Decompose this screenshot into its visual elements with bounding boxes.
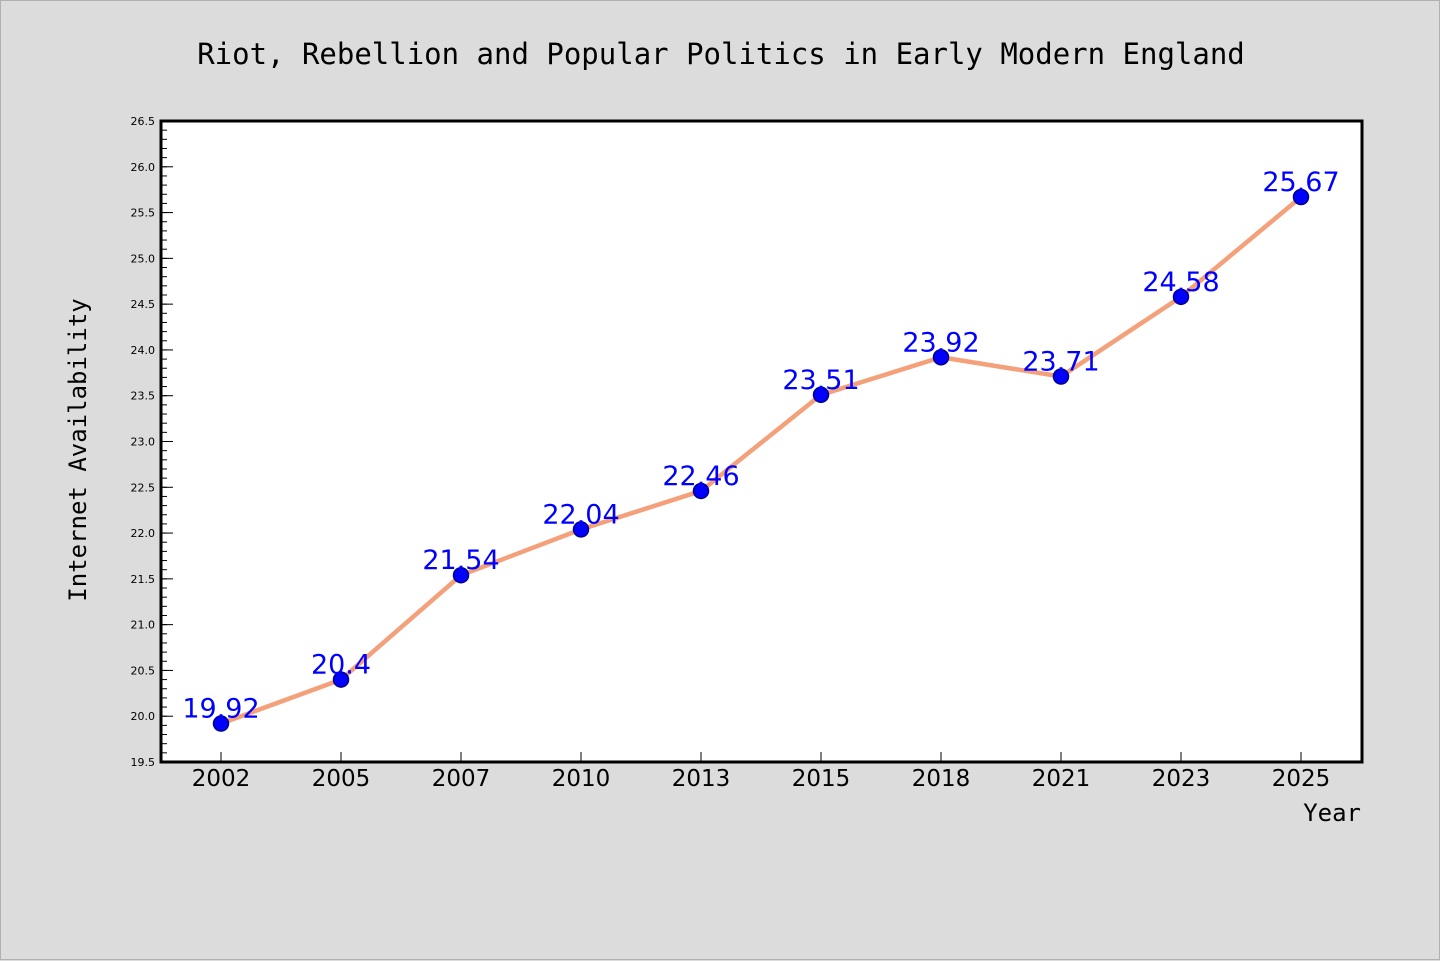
plot-border	[159, 119, 1364, 764]
x-tick-label: 2021	[1032, 766, 1091, 792]
x-tick-label: 2013	[672, 766, 731, 792]
data-point	[932, 349, 950, 366]
y-tick-label: 20.0	[131, 710, 156, 723]
y-tick-label: 20.5	[131, 664, 156, 677]
data-point	[812, 386, 830, 404]
y-tick-label: 26.5	[131, 115, 156, 128]
x-tick-label: 2010	[552, 766, 611, 792]
data-label: 23.71	[1022, 346, 1099, 377]
data-point	[212, 715, 230, 732]
y-tick-label: 21.0	[131, 619, 156, 632]
data-point	[1052, 368, 1070, 385]
x-tick-label: 2015	[792, 766, 851, 792]
y-tick-label: 25.5	[131, 207, 156, 220]
y-tick-label: 21.5	[131, 573, 156, 586]
data-point	[1172, 288, 1190, 306]
y-tick-label: 22.5	[131, 481, 156, 494]
data-label: 22.04	[542, 499, 619, 530]
y-tick-label: 19.5	[131, 756, 156, 769]
data-label: 20.4	[311, 650, 371, 681]
chart-title: Riot, Rebellion and Popular Politics in …	[197, 37, 1245, 71]
data-label: 24.58	[1142, 267, 1219, 298]
y-tick-label: 24.0	[131, 344, 156, 357]
x-tick-label: 2025	[1272, 766, 1331, 792]
x-tick-label: 2023	[1152, 766, 1211, 792]
y-tick-label: 25.0	[131, 252, 156, 265]
x-tick-label: 2005	[312, 766, 371, 792]
y-tick-label: 24.5	[131, 298, 156, 311]
data-point	[332, 671, 350, 688]
y-axis-label: Internet Availability	[64, 298, 92, 601]
data-label: 19.92	[182, 694, 259, 725]
data-point	[1292, 188, 1310, 206]
x-axis: 2002 2005 2007 2010 2013 2015 2018 2021 2023 2025	[192, 752, 1331, 792]
data-point	[452, 566, 470, 584]
data-point	[572, 521, 590, 538]
data-markers	[212, 188, 1310, 732]
x-axis-label: Year	[1303, 799, 1361, 827]
data-label: 22.46	[662, 461, 739, 492]
y-tick-label: 23.5	[131, 390, 156, 403]
y-tick-label: 26.0	[131, 161, 156, 174]
x-tick-label: 2007	[432, 766, 491, 792]
data-labels: 19.92 20.4 21.54 22.04 22.46 23.51 23.92 23.71 2…	[182, 167, 1339, 725]
x-tick-label: 2018	[912, 766, 971, 792]
data-label: 25.67	[1262, 167, 1339, 198]
y-tick-label: 23.0	[131, 436, 156, 449]
x-tick-label: 2002	[192, 766, 251, 792]
data-label: 21.54	[422, 545, 499, 576]
data-point	[692, 482, 710, 500]
data-label: 23.92	[902, 327, 979, 358]
data-label: 23.51	[782, 365, 859, 396]
series-line	[218, 194, 1304, 726]
y-tick-label: 22.0	[131, 527, 156, 540]
